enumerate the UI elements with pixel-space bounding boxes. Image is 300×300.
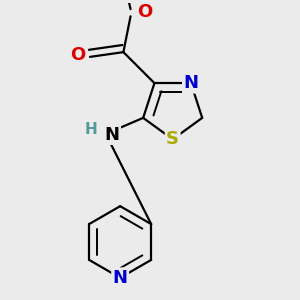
Text: N: N <box>183 74 198 92</box>
Text: O: O <box>70 46 86 64</box>
Text: S: S <box>166 130 179 148</box>
Text: N: N <box>113 269 128 287</box>
Text: H: H <box>84 122 97 137</box>
Text: O: O <box>137 2 152 20</box>
Text: N: N <box>105 126 120 144</box>
